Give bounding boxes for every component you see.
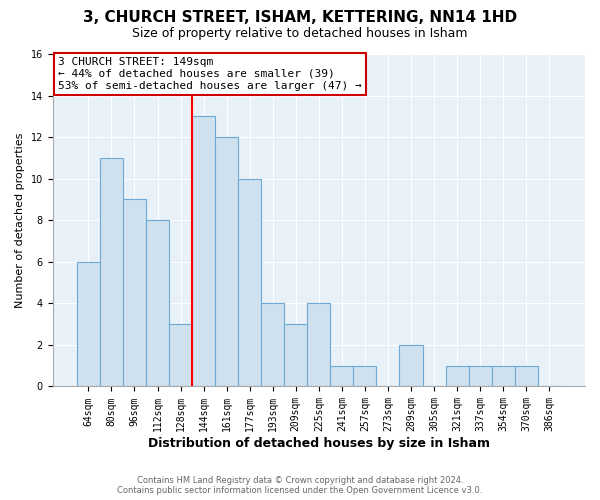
- Bar: [215, 137, 238, 386]
- Bar: [400, 345, 422, 387]
- Bar: [515, 366, 538, 386]
- Y-axis label: Number of detached properties: Number of detached properties: [15, 132, 25, 308]
- Bar: [169, 324, 192, 386]
- Text: Contains HM Land Registry data © Crown copyright and database right 2024.
Contai: Contains HM Land Registry data © Crown c…: [118, 476, 482, 495]
- Bar: [446, 366, 469, 386]
- Text: 3, CHURCH STREET, ISHAM, KETTERING, NN14 1HD: 3, CHURCH STREET, ISHAM, KETTERING, NN14…: [83, 10, 517, 25]
- Bar: [469, 366, 491, 386]
- Bar: [192, 116, 215, 386]
- Bar: [238, 178, 261, 386]
- Bar: [491, 366, 515, 386]
- Bar: [284, 324, 307, 386]
- Bar: [307, 304, 331, 386]
- Bar: [77, 262, 100, 386]
- Text: 3 CHURCH STREET: 149sqm
← 44% of detached houses are smaller (39)
53% of semi-de: 3 CHURCH STREET: 149sqm ← 44% of detache…: [58, 58, 362, 90]
- Bar: [331, 366, 353, 386]
- Bar: [146, 220, 169, 386]
- X-axis label: Distribution of detached houses by size in Isham: Distribution of detached houses by size …: [148, 437, 490, 450]
- Bar: [261, 304, 284, 386]
- Text: Size of property relative to detached houses in Isham: Size of property relative to detached ho…: [132, 28, 468, 40]
- Bar: [123, 200, 146, 386]
- Bar: [353, 366, 376, 386]
- Bar: [100, 158, 123, 386]
